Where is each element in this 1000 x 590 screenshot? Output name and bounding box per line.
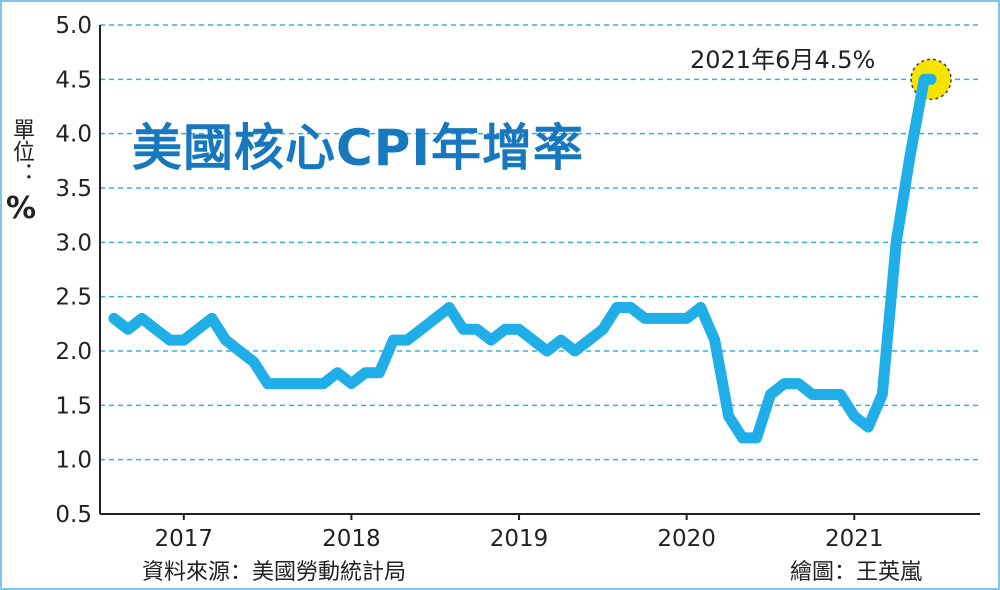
x-tick-label: 2021 (825, 526, 884, 552)
y-tick-label: 0.5 (55, 502, 92, 528)
x-tick-labels: 2017 2018 2019 2020 2021 (155, 514, 884, 552)
x-tick-label: 2018 (322, 526, 381, 552)
y-tick-label: 4.0 (55, 122, 92, 148)
x-tick-label: 2017 (155, 526, 214, 552)
series-line (108, 73, 937, 444)
unit-label: 單位： % (4, 118, 38, 227)
x-tick-label: 2020 (657, 526, 716, 552)
y-tick-label: 1.5 (55, 393, 92, 419)
y-tick-label: 3.5 (55, 176, 92, 202)
y-tick-label: 4.5 (55, 67, 92, 93)
x-tick-label: 2019 (490, 526, 549, 552)
grid-lines (100, 24, 980, 461)
y-tick-label: 5.0 (55, 13, 92, 39)
y-tick-label: 1.0 (55, 448, 92, 474)
unit-symbol: % (5, 191, 37, 226)
y-tick-label: 2.5 (55, 285, 92, 311)
chart-title: 美國核心CPI年增率 (132, 119, 584, 177)
source-label: 資料來源：美國勞動統計局 (142, 560, 407, 585)
unit-label-text: 單位： (4, 118, 38, 191)
y-tick-label: 2.0 (55, 339, 92, 365)
y-tick-labels: 0.5 1.0 1.5 2.0 2.5 3.0 3.5 4.0 4.5 5.0 (55, 13, 92, 528)
y-tick-label: 3.0 (55, 230, 92, 256)
peak-annotation: 2021年6月4.5% (690, 46, 876, 74)
unit-prefix: 單位： (9, 118, 34, 184)
credit-label: 繪圖：王英嵐 (790, 560, 923, 585)
